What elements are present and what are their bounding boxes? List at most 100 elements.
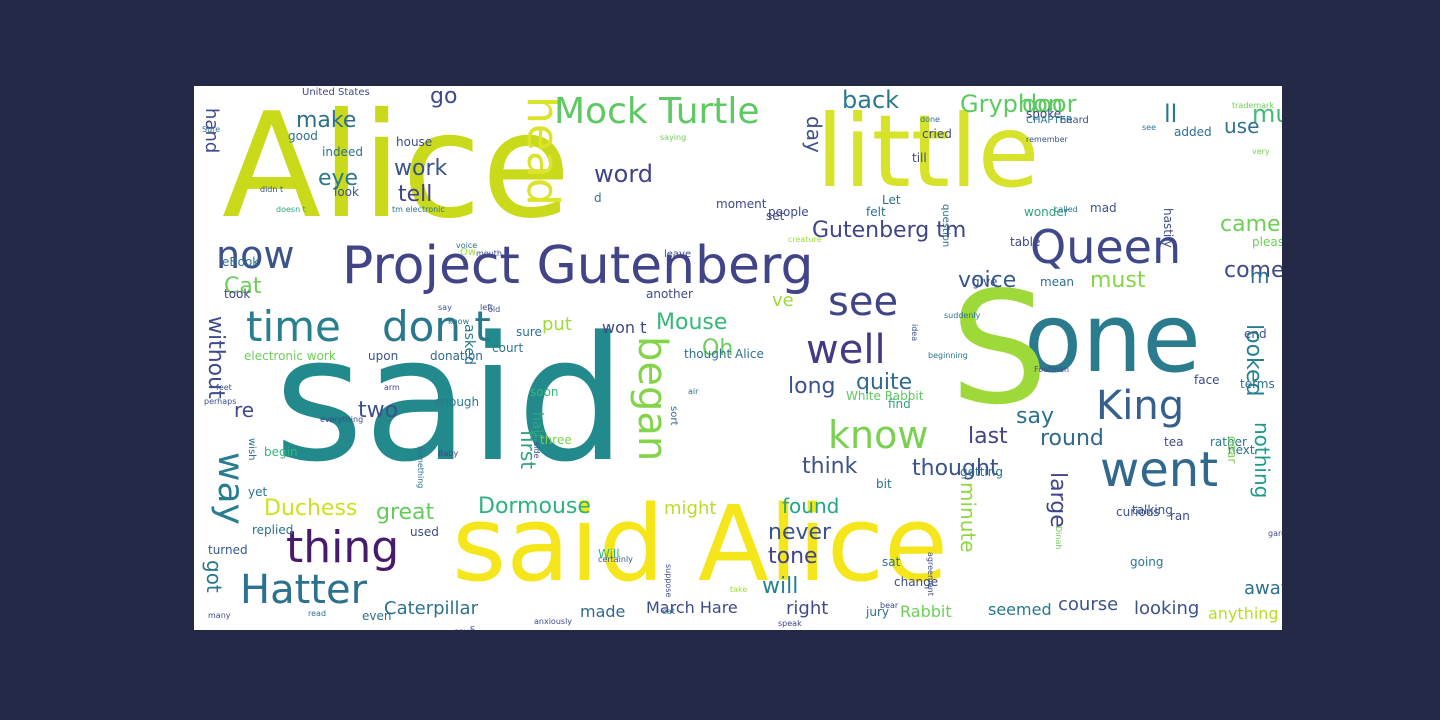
cloud-word-hatter: Hatter [240,567,368,613]
cloud-word-question: question [940,204,951,248]
cloud-word-got: got [202,560,226,593]
cloud-word-go: go [430,86,458,109]
cloud-word-found: found [782,494,840,518]
cloud-word-duchess: Duchess [264,496,358,521]
cloud-word-house: house [396,135,433,149]
cloud-word-something: something [416,446,425,489]
cloud-word-side: side [532,442,541,459]
cloud-word-one: one [1024,284,1201,394]
cloud-word-change: change [894,575,939,589]
cloud-word-must: must [1090,268,1146,293]
cloud-word-went: went [1100,442,1219,498]
cloud-word-thought: thought [912,456,999,481]
cloud-word-eye: eye [318,166,359,191]
cloud-word-large: large [1045,472,1070,528]
cloud-word-ebook: eBook [222,255,260,269]
cloud-word-round: round [1040,426,1104,451]
cloud-word-might: might [664,498,717,519]
cloud-word-talking: talking [1132,503,1173,517]
cloud-word-dormouse: Dormouse [478,494,591,519]
cloud-word-cat: Cat [224,274,262,299]
cloud-word-leave: leave [664,249,692,260]
cloud-word-called: called [1054,205,1078,214]
cloud-word-wonder: wonder [1024,205,1069,219]
cloud-word-march-hare: March Hare [646,598,738,617]
cloud-word-much: much [1252,100,1282,128]
cloud-word-face: face [1194,373,1220,387]
cloud-word-said-alice: said Alice [452,483,948,605]
cloud-word-give: give [972,275,998,289]
cloud-word-dinah: Dinah [1054,526,1063,550]
cloud-word-old: old [488,305,501,314]
cloud-word-tea: tea [1164,435,1184,449]
cloud-word-little: little [816,93,1040,210]
cloud-word-think: think [802,454,858,479]
cloud-word-idea: idea [910,324,919,342]
cloud-word-chapter: CHAPTER [1026,115,1073,126]
cloud-word-use: use [1224,114,1260,138]
cloud-word-right: right [786,598,829,619]
cloud-word-ow: Ow [460,247,477,258]
cloud-word-s: S [470,625,476,631]
cloud-word-alice: Alice [222,86,571,251]
cloud-word-say: say [1016,404,1054,429]
cloud-word-curious: curious [1116,505,1160,519]
cloud-word-ll: ll [1164,100,1178,128]
cloud-word-don-t: don t [382,302,491,351]
cloud-word-make: make [296,108,357,133]
cloud-word-queen: Queen [1030,220,1182,274]
cloud-word-anything: anything [1208,604,1279,623]
cloud-word-upon: upon [368,349,399,363]
cloud-word-say: say [438,303,452,312]
cloud-word-perhaps: perhaps [204,397,237,406]
cloud-word-time: time [246,302,341,351]
cloud-word-now: now [216,233,295,277]
cloud-word-baby: Baby [438,449,459,458]
cloud-word-won-t: won t [602,318,647,337]
cloud-word-beginning: beginning [928,351,968,360]
cloud-word-saying: saying [660,133,687,142]
cloud-word-came: came [1220,212,1281,237]
cloud-word-course: course [1058,594,1119,615]
cloud-word-take: take [730,585,748,594]
cloud-word-replied: replied [252,523,294,537]
cloud-word-oh: Oh [702,336,734,361]
cloud-word-day: day [802,116,826,153]
cloud-word-king: King [1096,383,1185,429]
cloud-word-many: many [208,611,231,620]
cloud-word-yet: yet [248,485,268,499]
cloud-word-mad: mad [1090,201,1117,215]
cloud-word-find: find [888,397,911,411]
cloud-word-nothing: nothing [1250,422,1274,499]
cloud-word-bit: bit [876,477,892,491]
cloud-word-caterpillar: Caterpillar [384,598,478,619]
cloud-word-gave: gave [454,628,474,631]
cloud-word-tone: tone [768,544,818,569]
cloud-word-thought-alice: thought Alice [684,347,764,361]
cloud-word-know: know [828,413,929,457]
cloud-word-even: even [362,609,392,623]
cloud-word-s: S [950,258,1049,439]
cloud-word-enough: enough [434,395,480,409]
word-cloud: Alice said little said Alice one S Project Gut… [194,86,1282,630]
cloud-word-sure: sure [516,325,542,339]
cloud-word-begin: begin [264,445,298,459]
cloud-word-white-rabbit: White Rabbit [846,389,924,403]
cloud-word-agreement: agreement [926,552,935,596]
cloud-word-voice: voice [958,268,1017,293]
cloud-word-dear: dear [1225,436,1239,464]
cloud-word-doesn-t: doesn t [276,205,306,214]
cloud-word-terms: terms [1240,377,1275,391]
cloud-word-mean: mean [1040,275,1075,289]
cloud-word-suppose: suppose [664,564,673,598]
cloud-word-said: said [274,299,626,500]
cloud-word-look: look [334,185,359,199]
cloud-word-two: two [358,398,399,423]
cloud-word-table: table [1010,235,1041,249]
cloud-word-ve: ve [772,290,794,311]
cloud-word-please: please [1252,235,1282,249]
cloud-word-see: see [1142,123,1157,132]
cloud-word-asked: asked [461,324,477,365]
cloud-word-word: word [594,160,653,188]
cloud-word-ran: ran [1170,509,1190,523]
